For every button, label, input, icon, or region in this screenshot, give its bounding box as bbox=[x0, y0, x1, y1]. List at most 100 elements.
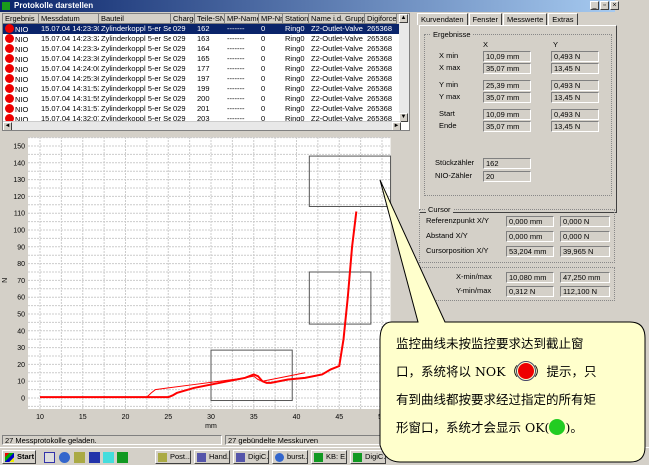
task-burst[interactable]: burst... bbox=[272, 450, 308, 464]
column-header[interactable]: Name i.d. Gruppe bbox=[309, 14, 365, 24]
vertical-scrollbar[interactable]: ▲ ▼ bbox=[399, 14, 409, 122]
nio-status-icon bbox=[5, 44, 14, 53]
cell-text: 265368 bbox=[367, 74, 393, 83]
column-header[interactable]: Ergebnis bbox=[3, 14, 39, 24]
cell-text: Ring0 bbox=[285, 74, 305, 83]
scroll-down-button[interactable]: ▼ bbox=[399, 113, 408, 122]
y-axis-label: N bbox=[2, 278, 9, 283]
start-button[interactable]: Start bbox=[2, 450, 36, 464]
table-cell: 265368 bbox=[365, 104, 397, 114]
table-cell: Zylinderkoppl 5-er Serie bbox=[99, 64, 171, 74]
table-row[interactable]: NIO 15.07.04 14:31:57 Zylinderkoppl 5-er S… bbox=[3, 104, 409, 114]
cell-text: 15.07.04 14:23:34 bbox=[41, 44, 99, 53]
table-cell: 15.07.04 14:31:57 bbox=[39, 104, 99, 114]
tab-kurvendaten[interactable]: Kurvendaten bbox=[417, 13, 468, 25]
table-cell: Z2-Outlet-Valve bbox=[309, 24, 365, 34]
internet-explorer-icon[interactable] bbox=[59, 452, 70, 463]
scroll-right-button[interactable]: ► bbox=[392, 122, 401, 130]
cell-text: NIO bbox=[15, 115, 29, 124]
outlook-icon bbox=[158, 453, 167, 462]
tab-messwerte[interactable]: Messwerte bbox=[502, 13, 548, 25]
column-header[interactable]: Station bbox=[283, 14, 309, 24]
table-row[interactable]: NIO 15.07.04 14:31:53 Zylinderkoppl 5-er S… bbox=[3, 84, 409, 94]
table-cell: 265368 bbox=[365, 44, 397, 54]
cell-text: 0 bbox=[261, 54, 266, 63]
table-cell: 15.07.04 14:25:36 bbox=[39, 74, 99, 84]
measurement-curve bbox=[146, 372, 306, 398]
table-cell: 0 bbox=[259, 74, 283, 84]
scroll-up-button[interactable]: ▲ bbox=[399, 14, 408, 23]
table-cell: Zylinderkoppl 5-er Serie bbox=[99, 114, 171, 124]
result-label: Ende bbox=[439, 121, 457, 130]
column-header[interactable]: Teile-SN bbox=[195, 14, 225, 24]
cell-text: Z2-Outlet-Valve bbox=[311, 54, 363, 63]
cell-text: Z2-Outlet-Valve bbox=[311, 104, 363, 113]
callout-text-part: 形窗口，系统才会显示 OK( bbox=[396, 420, 550, 435]
cell-text: Ring0 bbox=[285, 84, 305, 93]
show-desktop-icon[interactable] bbox=[44, 452, 55, 463]
table-cell: Ring0 bbox=[283, 54, 309, 64]
cell-text: 265368 bbox=[367, 114, 393, 123]
cell-text: Ring0 bbox=[285, 94, 305, 103]
cursor-label: Abstand X/Y bbox=[426, 231, 468, 240]
table-row[interactable]: NIO 15.07.04 14:23:34 Zylinderkoppl 5-er S… bbox=[3, 44, 409, 54]
cell-text: 165 bbox=[197, 54, 210, 63]
table-cell: 203 bbox=[195, 114, 225, 124]
range-min-field: 10,080 mm bbox=[506, 272, 554, 283]
y-tick-label: 20 bbox=[17, 362, 25, 369]
task-post[interactable]: Post... bbox=[155, 450, 191, 464]
table-cell: 029 bbox=[171, 24, 195, 34]
column-header[interactable]: MP-Name bbox=[225, 14, 259, 24]
app-quicklaunch-icon[interactable] bbox=[103, 452, 114, 463]
table-row[interactable]: NIO 15.07.04 14:23:30 Zylinderkoppl 5-er S… bbox=[3, 24, 409, 34]
task-digic-1[interactable]: DigiC... bbox=[233, 450, 269, 464]
horizontal-scrollbar[interactable]: ◄ ► bbox=[3, 121, 401, 130]
result-label: X max bbox=[439, 63, 461, 72]
table-cell: Ring0 bbox=[283, 74, 309, 84]
table-row[interactable]: NIO 15.07.04 14:23:36 Zylinderkoppl 5-er S… bbox=[3, 54, 409, 64]
task-hand[interactable]: Hand... bbox=[194, 450, 230, 464]
table-row[interactable]: NIO 15.07.04 14:24:00 Zylinderkoppl 5-er S… bbox=[3, 64, 409, 74]
table-body: NIO 15.07.04 14:23:30 Zylinderkoppl 5-er S… bbox=[3, 24, 409, 124]
task-label: Hand... bbox=[209, 452, 230, 461]
column-header[interactable]: Charge bbox=[171, 14, 195, 24]
column-header[interactable]: Messdatum bbox=[39, 14, 99, 24]
cell-text: NIO bbox=[15, 85, 29, 94]
cell-text: Z2-Outlet-Valve bbox=[311, 94, 363, 103]
table-cell: 029 bbox=[171, 74, 195, 84]
table-cell: 15.07.04 14:31:55 bbox=[39, 94, 99, 104]
table-row[interactable]: NIO 15.07.04 14:25:36 Zylinderkoppl 5-er S… bbox=[3, 74, 409, 84]
task-kb[interactable]: KB: E... bbox=[311, 450, 347, 464]
outlook-icon[interactable] bbox=[74, 452, 85, 463]
minimize-button[interactable]: _ bbox=[590, 1, 599, 10]
table-row[interactable]: NIO 15.07.04 14:32:07 Zylinderkoppl 5-er S… bbox=[3, 114, 409, 124]
column-header[interactable]: Bauteil bbox=[99, 14, 171, 24]
table-row[interactable]: NIO 15.07.04 14:23:32 Zylinderkoppl 5-er S… bbox=[3, 34, 409, 44]
table-cell: 0 bbox=[259, 34, 283, 44]
table-cell: ------- bbox=[225, 24, 259, 34]
y-tick-label: 10 bbox=[17, 379, 25, 386]
column-header[interactable]: Digiforce bbox=[365, 14, 397, 24]
word-icon[interactable] bbox=[89, 452, 100, 463]
callout-text-part: 口，系统将以 NOK（ bbox=[396, 364, 518, 379]
result-x-field: 35,07 mm bbox=[483, 63, 531, 74]
restore-button[interactable]: ▫ bbox=[600, 1, 609, 10]
scroll-left-button[interactable]: ◄ bbox=[3, 122, 12, 130]
cell-text: 15.07.04 14:24:00 bbox=[41, 64, 99, 73]
table-cell: Zylinderkoppl 5-er Serie bbox=[99, 34, 171, 44]
table-row[interactable]: NIO 15.07.04 14:31:55 Zylinderkoppl 5-er S… bbox=[3, 94, 409, 104]
column-header[interactable]: MP-Nr. bbox=[259, 14, 283, 24]
tab-extras[interactable]: Extras bbox=[548, 13, 578, 25]
tab-fenster[interactable]: Fenster bbox=[468, 13, 502, 25]
cell-text: 029 bbox=[173, 44, 186, 53]
task-digic-2[interactable]: DigiC... bbox=[350, 450, 386, 464]
document-icon bbox=[236, 453, 245, 462]
cell-text: ------- bbox=[227, 34, 245, 43]
measurement-curve bbox=[40, 211, 358, 399]
cell-text: Zylinderkoppl 5-er Serie bbox=[101, 104, 171, 113]
x-tick-label: 40 bbox=[293, 414, 301, 421]
close-button[interactable]: × bbox=[610, 1, 619, 10]
digiforce-quicklaunch-icon[interactable] bbox=[117, 452, 128, 463]
cell-text: Zylinderkoppl 5-er Serie bbox=[101, 74, 171, 83]
